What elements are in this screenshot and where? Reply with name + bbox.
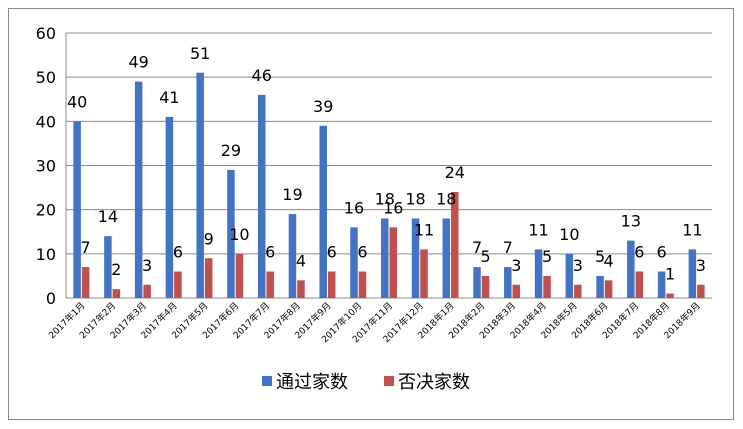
- data-label-approved: 10: [559, 225, 579, 244]
- bar-rejected: [297, 280, 305, 298]
- bar-approved: [227, 169, 235, 298]
- data-label-approved: 13: [621, 212, 641, 231]
- bar-rejected: [635, 271, 644, 298]
- bar-approved: [504, 267, 512, 298]
- data-label-approved: 49: [128, 53, 148, 72]
- bar-approved: [596, 275, 604, 298]
- data-label-rejected: 6: [634, 243, 644, 262]
- bar-rejected: [204, 258, 213, 298]
- bar-approved: [196, 72, 204, 298]
- data-label-rejected: 10: [229, 225, 249, 244]
- bar-rejected: [143, 284, 151, 298]
- bar-approved: [657, 271, 666, 298]
- data-label-rejected: 4: [603, 251, 613, 270]
- bar-approved: [350, 227, 358, 298]
- y-tick-label: 10: [36, 245, 56, 264]
- bar-rejected: [327, 271, 336, 298]
- data-label-rejected: 2: [111, 260, 121, 279]
- data-label-approved: 7: [472, 238, 482, 257]
- data-label-rejected: 1: [665, 265, 675, 284]
- legend-swatch-rejected: [384, 376, 394, 386]
- data-label-approved: 18: [375, 190, 395, 209]
- data-label-rejected: 6: [173, 243, 183, 262]
- y-tick-label: 20: [36, 201, 56, 220]
- data-label-approved: 51: [190, 44, 210, 63]
- bar-rejected: [389, 227, 397, 298]
- y-tick-label: 0: [46, 289, 56, 308]
- bar-approved: [688, 249, 697, 298]
- data-label-rejected: 3: [573, 256, 583, 275]
- bar-rejected: [174, 271, 182, 298]
- data-label-approved: 41: [159, 88, 179, 107]
- bar-approved: [381, 218, 389, 298]
- data-label-approved: 11: [682, 220, 702, 239]
- data-label-approved: 39: [313, 97, 333, 116]
- bar-rejected: [666, 293, 674, 298]
- data-label-rejected: 9: [204, 229, 214, 248]
- legend-label-rejected: 否决家数: [398, 372, 470, 393]
- data-label-rejected: 3: [696, 256, 706, 275]
- data-label-rejected: 3: [511, 256, 521, 275]
- data-label-approved: 11: [528, 220, 548, 239]
- bar-approved: [473, 267, 481, 298]
- bar-rejected: [235, 253, 244, 298]
- data-label-approved: 18: [436, 190, 456, 209]
- data-label-approved: 18: [405, 190, 425, 209]
- data-label-approved: 14: [98, 207, 118, 226]
- data-label-rejected: 7: [81, 238, 91, 257]
- data-label-approved: 19: [282, 185, 302, 204]
- bar-approved: [165, 116, 174, 299]
- data-label-approved: 7: [503, 238, 513, 257]
- data-label-rejected: 11: [414, 220, 434, 239]
- data-label-approved: 6: [657, 243, 667, 262]
- bar-rejected: [112, 289, 121, 298]
- bar-rejected: [604, 280, 613, 298]
- y-tick-label: 40: [36, 112, 56, 131]
- bar-approved: [534, 249, 543, 298]
- bar-rejected: [697, 284, 705, 298]
- data-label-rejected: 6: [327, 243, 337, 262]
- bar-rejected: [512, 284, 521, 298]
- data-label-rejected: 6: [357, 243, 367, 262]
- bar-approved: [442, 218, 451, 298]
- data-label-rejected: 5: [480, 247, 490, 266]
- bar-rejected: [481, 275, 490, 298]
- legend-swatch-approved: [262, 376, 272, 386]
- bar-rejected: [451, 192, 459, 298]
- data-label-approved: 46: [252, 66, 272, 85]
- bar-approved: [627, 240, 635, 298]
- data-label-rejected: 6: [265, 243, 275, 262]
- legend-label-approved: 通过家数: [276, 372, 348, 393]
- bar-rejected: [543, 275, 551, 298]
- bar-rejected: [574, 284, 582, 298]
- bar-approved: [73, 121, 81, 298]
- bar-rejected: [420, 249, 428, 298]
- bar-approved: [319, 125, 327, 298]
- bar-approved: [104, 236, 112, 298]
- data-label-approved: 40: [67, 92, 87, 111]
- y-tick-label: 60: [36, 24, 56, 43]
- data-label-rejected: 16: [383, 198, 403, 217]
- data-label-rejected: 5: [542, 247, 552, 266]
- bar-rejected: [358, 271, 367, 298]
- data-label-rejected: 4: [296, 251, 306, 270]
- y-tick-label: 30: [36, 157, 56, 176]
- data-label-approved: 29: [221, 141, 241, 160]
- bar-approved: [257, 94, 266, 298]
- bar-approved: [411, 218, 420, 298]
- bar-approved: [565, 253, 574, 298]
- data-label-approved: 16: [344, 198, 364, 217]
- bar-rejected: [81, 267, 90, 298]
- bar-approved: [134, 81, 143, 298]
- y-tick-label: 50: [36, 68, 56, 87]
- data-label-rejected: 24: [445, 163, 465, 182]
- data-label-rejected: 3: [142, 256, 152, 275]
- bar-approved: [288, 214, 297, 298]
- data-label-approved: 5: [595, 247, 605, 266]
- bar-rejected: [266, 271, 274, 298]
